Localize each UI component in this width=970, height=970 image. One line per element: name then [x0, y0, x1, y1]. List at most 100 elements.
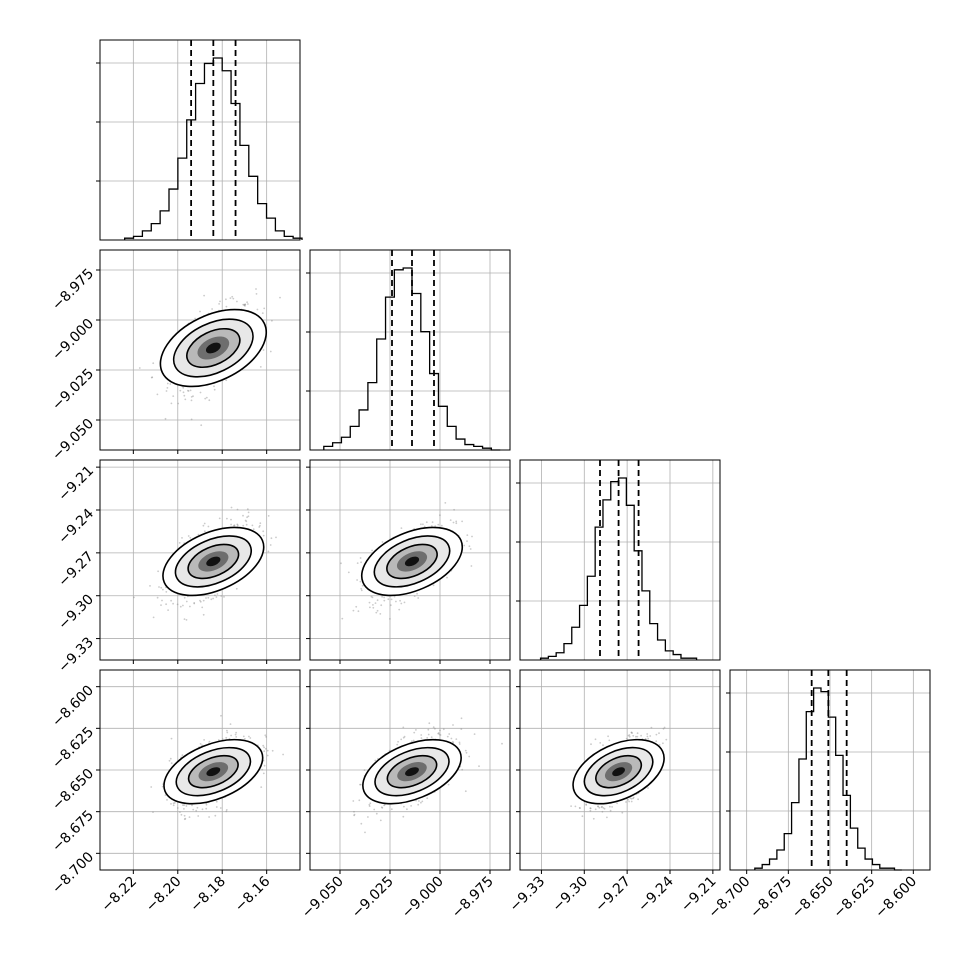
scatter-point — [152, 616, 155, 619]
scatter-point — [381, 596, 383, 598]
scatter-point — [616, 802, 618, 805]
scatter-point — [255, 293, 258, 295]
scatter-point — [353, 810, 355, 813]
scatter-point — [205, 597, 207, 599]
scatter-point — [225, 379, 228, 382]
scatter-point — [244, 519, 247, 522]
scatter-point — [403, 805, 405, 808]
scatter-point — [210, 598, 213, 601]
scatter-point — [230, 523, 233, 526]
scatter-point — [192, 395, 194, 398]
scatter-point — [390, 808, 393, 811]
scatter-point — [359, 783, 361, 786]
scatter-point — [455, 522, 458, 525]
scatter-point — [400, 738, 403, 741]
scatter-point — [446, 576, 448, 579]
scatter-point — [602, 807, 605, 809]
scatter-point — [255, 288, 257, 290]
scatter-point — [244, 738, 246, 740]
contour-2 — [187, 754, 239, 789]
contour-0 — [360, 526, 464, 597]
scatter-point — [203, 739, 206, 741]
panel-3-0 — [96, 669, 301, 874]
scatter-point — [230, 734, 233, 737]
scatter-point — [263, 750, 266, 753]
scatter-point — [213, 388, 216, 391]
scatter-point — [655, 733, 658, 736]
x-tick-label-0-0: −8.22 — [99, 874, 141, 916]
scatter-point — [399, 599, 401, 602]
contour-2 — [186, 327, 241, 369]
scatter-point — [466, 534, 469, 536]
scatter-point — [229, 723, 232, 725]
scatter-point — [170, 402, 173, 405]
scatter-point — [468, 545, 471, 548]
scatter-point — [364, 831, 366, 834]
scatter-point — [221, 738, 224, 741]
scatter-point — [376, 609, 379, 612]
scatter-point — [266, 749, 269, 752]
scatter-point — [176, 603, 179, 606]
scatter-point — [203, 530, 206, 533]
scatter-point — [361, 584, 364, 587]
scatter-point — [203, 294, 206, 297]
scatter-point — [259, 524, 261, 527]
scatter-point — [396, 743, 399, 746]
scatter-point — [204, 397, 207, 400]
scatter-point — [632, 797, 635, 800]
y-tick-label-2-4: −9.21 — [55, 463, 97, 505]
scatter-point — [262, 534, 265, 537]
scatter-point — [205, 807, 208, 810]
scatter-point — [625, 801, 627, 803]
scatter-point — [214, 814, 217, 817]
contour-2 — [386, 754, 438, 789]
scatter-point — [180, 813, 183, 816]
density-layer-4 — [404, 556, 420, 567]
scatter-point — [383, 599, 386, 602]
scatter-point — [226, 729, 228, 732]
scatter-point — [468, 755, 471, 758]
scatter-point — [452, 521, 455, 524]
scatter-point — [243, 304, 246, 306]
scatter-point — [172, 602, 175, 605]
scatter-point — [207, 525, 210, 528]
scatter-point — [247, 511, 250, 514]
x-tick-label-3-1: −8.675 — [747, 874, 795, 922]
scatter-point — [390, 598, 393, 601]
scatter-point — [578, 807, 581, 809]
scatter-point — [215, 596, 218, 598]
diag-frame-1 — [309, 249, 511, 451]
density-layer-4 — [405, 767, 419, 777]
scatter-point — [172, 804, 175, 807]
scatter-point — [434, 727, 436, 730]
scatter-point — [187, 535, 190, 537]
x-tick-label-0-3: −8.16 — [232, 873, 274, 915]
scatter-point — [400, 527, 403, 529]
scatter-point — [630, 797, 633, 800]
scatter-point — [420, 734, 423, 736]
scatter-point — [411, 740, 413, 743]
scatter-point — [225, 736, 228, 739]
scatter-point — [430, 736, 433, 739]
scatter-point — [631, 732, 633, 734]
scatter-point — [594, 808, 597, 811]
scatter-point — [437, 732, 440, 734]
scatter-point — [242, 735, 245, 738]
scatter-point — [420, 737, 423, 739]
histogram-1 — [323, 267, 501, 451]
contour-2 — [595, 754, 643, 789]
scatter-point — [230, 518, 232, 521]
scatter-point — [598, 806, 601, 809]
scatter-point — [602, 744, 604, 747]
scatter-point — [229, 297, 232, 299]
scatter-point — [352, 800, 355, 802]
scatter-point — [156, 393, 159, 396]
scatter-point — [501, 742, 503, 745]
scatter-point — [160, 586, 163, 589]
x-tick-label-3-2: −8.650 — [789, 874, 837, 922]
scatter-point — [197, 815, 200, 817]
y-tick-label-1-1: −9.025 — [49, 366, 97, 414]
scatter-point — [403, 735, 406, 738]
scatter-point — [570, 805, 572, 807]
scatter-point — [360, 587, 363, 590]
